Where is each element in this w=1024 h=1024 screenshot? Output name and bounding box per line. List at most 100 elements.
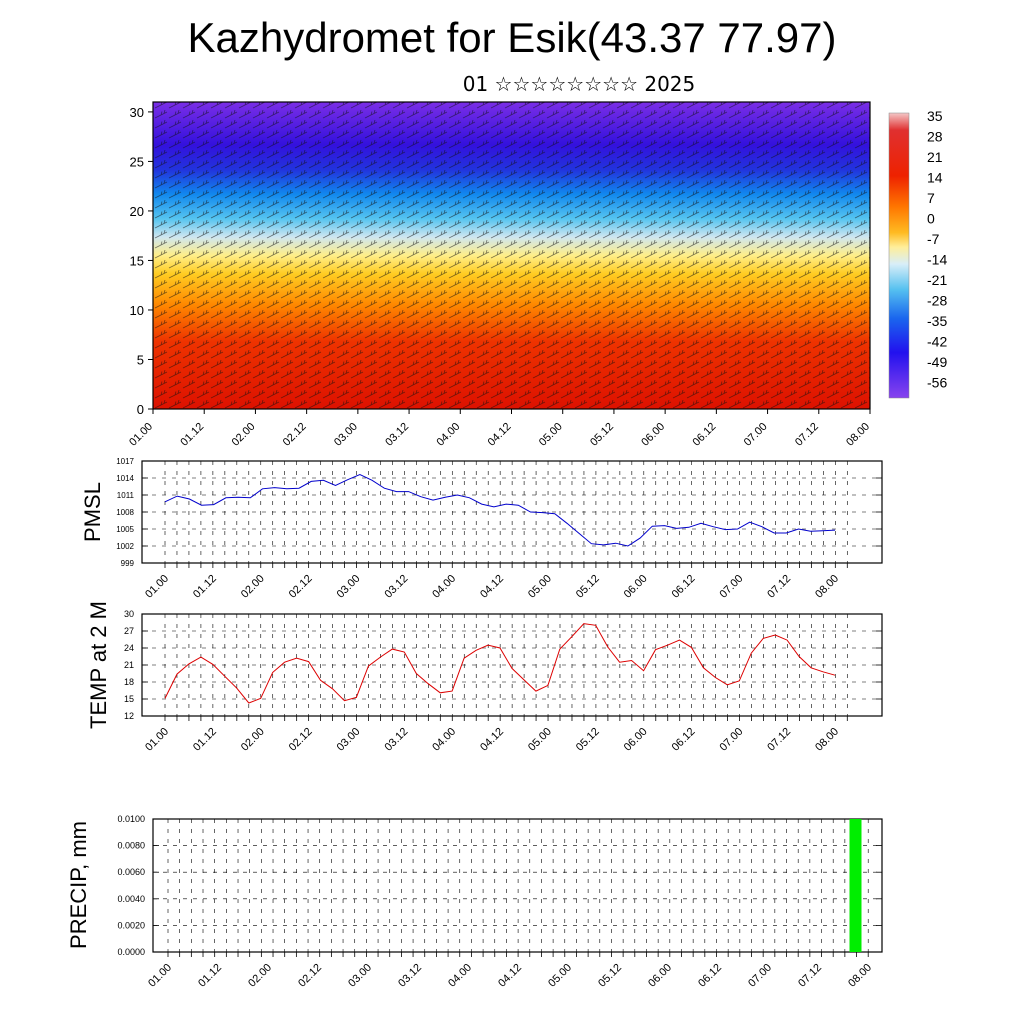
pmsl-panel: 999 1002 1005 1008 1011 1014 1017 01.00 01.12 02.… [80,457,883,601]
colorbar-label: 7 [927,190,935,206]
precip-xtick-label: 05.12 [596,962,624,990]
heat-ytick-label: 20 [130,204,144,219]
precip-ytick-label: 0.0080 [117,841,145,851]
pmsl-ytick-label: 999 [121,559,135,568]
heat-ytick-label: 0 [137,402,144,417]
temp-xtick-label: 08.00 [813,726,841,754]
temp-xtick-label: 06.12 [670,726,698,754]
temp-xtick-label: 06.00 [622,726,650,754]
temp-ytick-label: 12 [124,711,134,721]
temp-xtick-label: 01.12 [191,726,219,754]
precip-xtick-label: 01.12 [196,962,224,990]
temp-xtick-label: 01.00 [143,726,171,754]
temp-xtick-label: 07.00 [717,726,745,754]
pmsl-xtick-label: 07.12 [765,573,793,601]
pmsl-xtick-label: 08.00 [813,573,841,601]
heat-xtick-label: 07.12 [793,421,821,449]
precip-ytick-label: 0.0020 [117,920,145,930]
temp-xtick-label: 07.12 [765,726,793,754]
precip-xtick-label: 05.00 [546,962,574,990]
heat-ytick-label: 30 [130,105,144,120]
heat-xtick-label: 01.12 [178,421,206,449]
heat-xtick-label: 04.00 [434,421,462,449]
pmsl-xtick-label: 05.00 [526,573,554,601]
pmsl-xtick-label: 05.12 [574,573,602,601]
colorbar-label: -7 [927,231,940,247]
precip-xtick-label: 03.12 [396,962,424,990]
temp-xtick-label: 05.12 [574,726,602,754]
chart-title: Kazhydromet for Esik(43.37 77.97) [187,14,837,61]
colorbar-label: -28 [927,293,947,309]
heat-ytick-label: 10 [130,303,144,318]
colorbar-label: 21 [927,149,943,165]
heat-xtick-label: 03.12 [383,421,411,449]
colorbar-label: -21 [927,272,947,288]
heat-xtick-label: 08.00 [844,421,872,449]
pmsl-ytick-label: 1014 [116,474,134,483]
precip-xtick-label: 02.12 [296,962,324,990]
wind-barbs-overlay [153,102,870,409]
precip-xtick-label: 03.00 [346,962,374,990]
temp-xtick-label: 02.00 [239,726,267,754]
precip-ytick-label: 0.0100 [117,814,145,824]
colorbar-strip [888,112,910,399]
heat-xtick-label: 02.00 [230,421,258,449]
precip-ytick-label: 0.0040 [117,894,145,904]
pmsl-xtick-label: 02.00 [239,573,267,601]
precip-xtick-label: 07.00 [746,962,774,990]
heat-xtick-label: 01.00 [127,421,155,449]
pmsl-xtick-label: 04.12 [478,573,506,601]
precip-xtick-label: 06.12 [696,962,724,990]
precip-xtick-label: 07.12 [796,962,824,990]
temp-ytick-label: 30 [124,609,134,619]
temperature-cross-section: 0 5 10 15 20 25 30 01.00 01.12 02.00 02.12 03.00 03… [127,101,872,449]
temp-ytick-label: 15 [124,694,134,704]
precip-xtick-label: 06.00 [646,962,674,990]
pmsl-xtick-label: 01.12 [191,573,219,601]
pmsl-xtick-label: 03.12 [382,573,410,601]
precip-ytick-label: 0.0060 [117,867,145,877]
temp-panel: 12 15 18 21 24 27 30 01.00 01.12 02.00 02.12 03.00 0… [86,601,883,754]
temp-ytick-label: 27 [124,626,134,636]
colorbar-label: 14 [927,170,943,186]
pmsl-xtick-label: 06.00 [622,573,650,601]
temp-xtick-label: 05.00 [526,726,554,754]
temp-xtick-label: 02.12 [287,726,315,754]
pmsl-series-line [164,474,836,547]
temp-xtick-label: 04.12 [478,726,506,754]
heat-xtick-label: 03.00 [332,421,360,449]
heat-ytick-label: 15 [130,253,144,268]
colorbar-label: -35 [927,313,947,329]
chart-subtitle: 01 ☆☆☆☆☆☆☆☆ 2025 [462,72,696,96]
pmsl-ytick-label: 1002 [116,542,134,551]
heat-xtick-label: 02.12 [281,421,309,449]
temp-series-line [164,623,836,704]
precip-xtick-label: 08.00 [846,962,874,990]
precip-ytick-label: 0.0000 [117,947,145,957]
pmsl-ytick-label: 1017 [116,457,134,466]
temp-ytick-label: 24 [124,643,134,653]
colorbar-label: -14 [927,252,947,268]
heat-xtick-label: 05.00 [537,421,565,449]
temp-ylabel: TEMP at 2 M [86,601,111,729]
precip-panel: 0.0000 0.0020 0.0040 0.0060 0.0080 0.0100 01.0… [66,814,883,990]
pmsl-xtick-label: 07.00 [717,573,745,601]
precip-xtick-label: 01.00 [146,962,174,990]
heat-xtick-label: 04.12 [486,421,514,449]
precip-bar [849,819,862,952]
pmsl-xtick-label: 04.00 [430,573,458,601]
heat-xtick-label: 06.12 [691,421,719,449]
precip-xtick-label: 04.12 [496,962,524,990]
temp-ytick-label: 21 [124,660,134,670]
pmsl-ytick-label: 1005 [116,525,134,534]
pmsl-xtick-label: 06.12 [670,573,698,601]
pmsl-ytick-label: 1011 [117,491,135,500]
colorbar-label: -56 [927,375,947,391]
pmsl-xtick-label: 01.00 [143,573,171,601]
colorbar-label: 0 [927,211,935,227]
precip-xtick-label: 02.00 [246,962,274,990]
precip-ylabel: PRECIP, mm [66,821,91,949]
colorbar: 35 28 21 14 7 0 -7 -14 -21 -28 -35 -42 -49 -56 [888,108,947,399]
heat-ytick-label: 25 [130,154,144,169]
